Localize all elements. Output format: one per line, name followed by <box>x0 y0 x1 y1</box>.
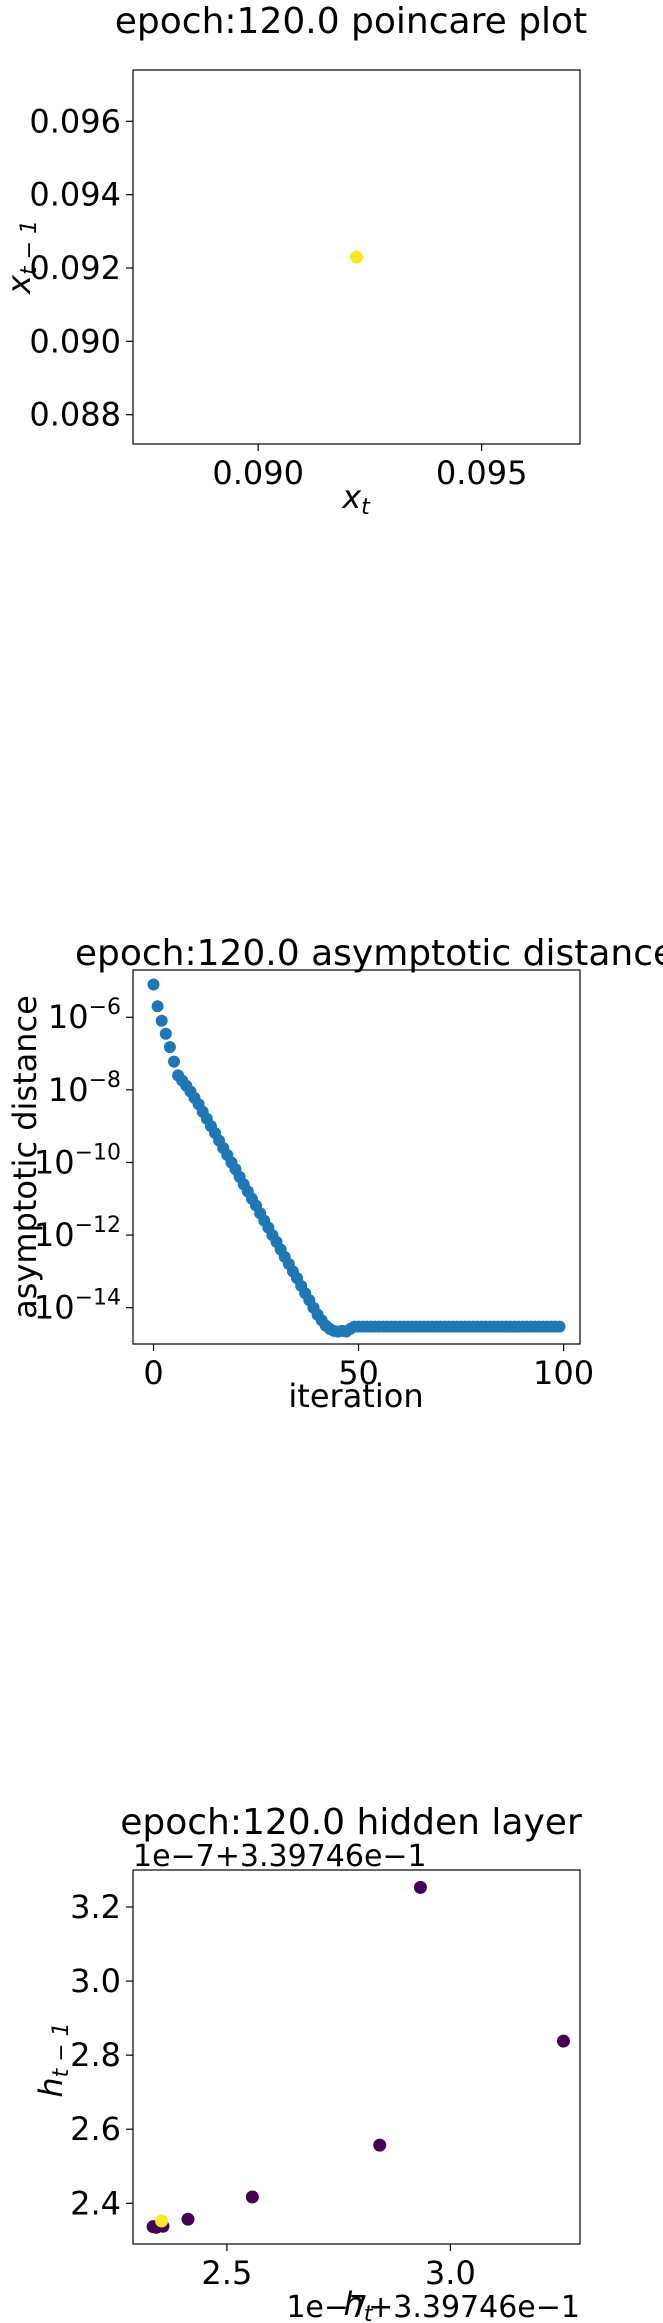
asymptotic-y-tick-label: 10−8 <box>48 1068 121 1109</box>
asymptotic-point <box>159 1027 172 1040</box>
poincare-point <box>350 250 363 264</box>
hidden-layer-point <box>181 2212 195 2226</box>
poincare-x-tick-label: 0.090 <box>212 454 304 492</box>
poincare-plot-frame <box>132 69 581 445</box>
hidden-layer-x-offset: 1e−7+3.39746e−1 <box>286 2290 580 2323</box>
poincare-points <box>350 250 363 264</box>
poincare-y-label: xt − 1 <box>0 220 42 295</box>
poincare-y-tick-label: 0.088 <box>29 396 121 434</box>
poincare-y-tick-label: 0.090 <box>29 322 121 360</box>
asymptotic-x-tick-label: 0 <box>143 1354 163 1392</box>
hidden-layer-x-tick-label: 3.0 <box>425 2254 476 2292</box>
poincare-y-tick-label: 0.094 <box>29 176 121 214</box>
hidden-layer-y-offset: 1e−7+3.39746e−1 <box>133 1839 427 1874</box>
asymptotic-x-tick-label: 100 <box>533 1354 594 1392</box>
hidden-layer-point <box>556 2034 570 2048</box>
asymptotic-point <box>553 1320 566 1333</box>
hidden-layer-x-tick-label: 2.5 <box>201 2254 252 2292</box>
asymptotic-x-tick-label: 50 <box>338 1354 379 1392</box>
hidden-layer-point <box>155 2214 169 2228</box>
asymptotic-x-label: iteration <box>288 1377 423 1415</box>
poincare-x-ticks: 0.090 0.095 <box>212 444 527 492</box>
poincare-y-tick-label: 0.096 <box>29 102 121 140</box>
asymptotic-point <box>155 1014 168 1027</box>
asymptotic-x-ticks: 0 50 100 <box>143 1344 594 1392</box>
asymptotic-point <box>151 1000 164 1013</box>
asymptotic-point <box>147 978 160 991</box>
poincare-y-tick-label: 0.092 <box>29 249 121 287</box>
hidden-layer-x-ticks: 2.5 3.0 <box>201 2244 476 2292</box>
poincare-x-label: xt <box>341 478 371 520</box>
hidden-layer-y-tick-label: 3.2 <box>70 1888 121 1926</box>
hidden-layer-y-tick-label: 2.8 <box>70 2036 121 2074</box>
asymptotic-y-tick-label: 10−14 <box>34 1286 121 1327</box>
hidden-layer-y-label: ht − 1 <box>32 2022 74 2097</box>
asymptotic-y-ticks: 10−6 10−8 10−10 10−12 10−14 <box>34 995 133 1327</box>
asymptotic-point <box>163 1041 176 1054</box>
hidden-layer-y-tick-label: 3.0 <box>70 1962 121 2000</box>
asymptotic-y-tick-label: 10−12 <box>34 1213 121 1254</box>
hidden-layer-plot-frame <box>132 1869 581 2245</box>
poincare-chart: epoch:120.0 poincare plot 0.0880.0900.09… <box>0 1 587 520</box>
poincare-title: epoch:120.0 poincare plot <box>115 1 587 42</box>
hidden-layer-title: epoch:120.0 hidden layer <box>120 1802 582 1843</box>
asymptotic-y-tick-label: 10−6 <box>48 995 121 1036</box>
asymptotic-title: epoch:120.0 asymptotic distance <box>75 933 663 974</box>
hidden-layer-points <box>146 1880 570 2234</box>
asymptotic-y-label: asymptotic distance <box>6 995 44 1319</box>
asymptotic-points <box>147 978 566 1338</box>
hidden-layer-y-ticks: 2.4 2.6 2.8 3.0 3.2 <box>70 1888 133 2222</box>
hidden-layer-chart: epoch:120.0 hidden layer 1e−7+3.39746e−1… <box>32 1802 582 2323</box>
asymptotic-y-tick-label: 10−10 <box>34 1140 121 1181</box>
asymptotic-chart: epoch:120.0 asymptotic distance 10−6 10−8… <box>6 933 663 1415</box>
asymptotic-point <box>168 1055 181 1068</box>
hidden-layer-point <box>245 2190 259 2204</box>
hidden-layer-y-tick-label: 2.6 <box>70 2110 121 2148</box>
poincare-y-ticks: 0.088 0.090 0.092 0.094 0.096 <box>29 102 133 434</box>
hidden-layer-y-tick-label: 2.4 <box>70 2184 121 2222</box>
asymptotic-plot-frame <box>132 969 581 1345</box>
hidden-layer-point <box>373 2138 387 2152</box>
hidden-layer-point <box>413 1880 427 1894</box>
poincare-x-tick-label: 0.095 <box>436 454 528 492</box>
